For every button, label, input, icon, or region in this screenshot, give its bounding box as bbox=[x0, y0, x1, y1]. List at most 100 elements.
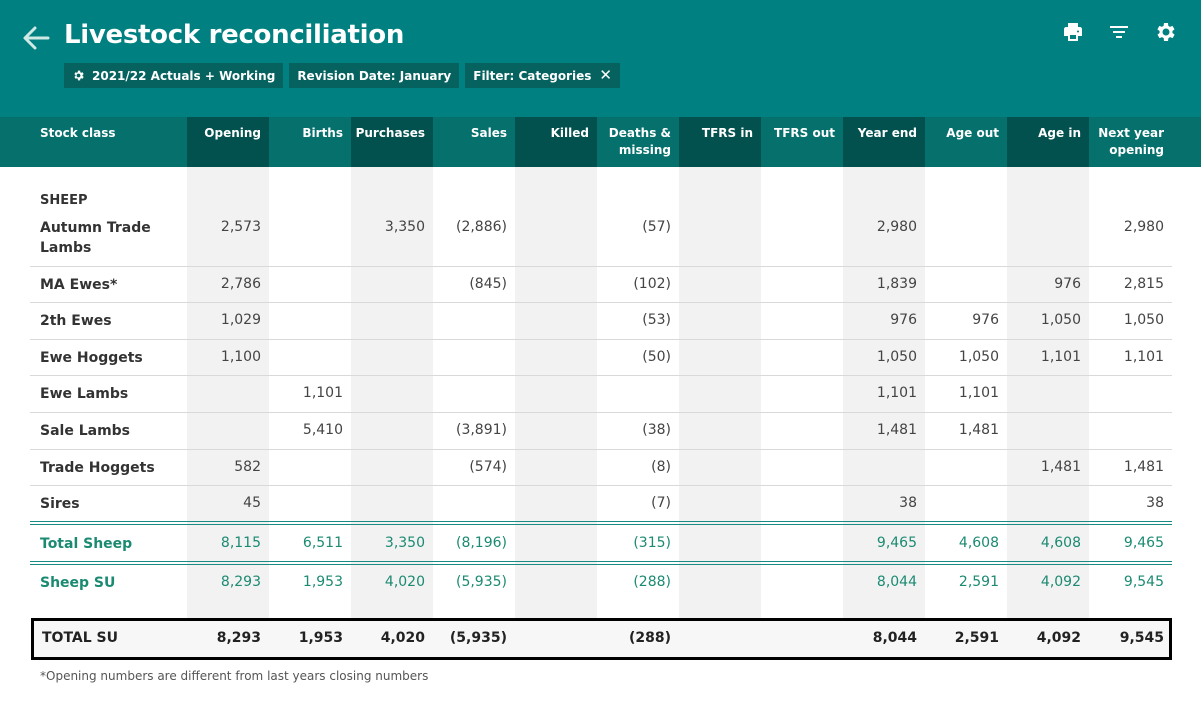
column-shade bbox=[351, 167, 433, 618]
column-shade bbox=[679, 117, 761, 167]
column-shade bbox=[843, 117, 925, 167]
table-cell-age_in: 4,608 bbox=[1040, 535, 1081, 551]
row-label-total-su: TOTAL SU bbox=[42, 630, 118, 646]
table-cell-opening: 2,786 bbox=[220, 276, 261, 292]
table-cell-purchases: 3,350 bbox=[384, 535, 425, 551]
revision-chip-label: Revision Date: January bbox=[297, 68, 452, 83]
column-shade bbox=[187, 117, 269, 167]
table-cell-sales: (8,196) bbox=[455, 535, 507, 551]
table-cell-next: 2,815 bbox=[1123, 276, 1164, 292]
row-label: Sale Lambs bbox=[40, 423, 131, 439]
total-divider bbox=[30, 561, 1172, 565]
scenario-chip-label: 2021/22 Actuals + Working bbox=[92, 68, 276, 83]
table-cell-births: 1,953 bbox=[302, 574, 343, 590]
row-label: Ewe Hoggets bbox=[40, 350, 143, 366]
column-shade bbox=[351, 117, 433, 167]
total-cell-age_in: 4,092 bbox=[1036, 630, 1081, 646]
table-cell-next: 9,465 bbox=[1123, 535, 1164, 551]
col-header-next-line2: opening bbox=[1109, 143, 1164, 157]
table-cell-age_in: 976 bbox=[1054, 276, 1081, 292]
filter-chip-label: Filter: Categories bbox=[473, 68, 592, 83]
table-cell-opening: 1,029 bbox=[220, 312, 261, 328]
table-cell-year_end: 38 bbox=[899, 495, 917, 511]
table-cell-deaths: (7) bbox=[651, 495, 671, 511]
column-shade bbox=[515, 167, 597, 618]
table-cell-opening: 45 bbox=[243, 495, 261, 511]
table-cell-age_in: 1,101 bbox=[1040, 349, 1081, 365]
col-header-year-end: Year end bbox=[857, 126, 917, 140]
col-header-age-out: Age out bbox=[946, 126, 999, 140]
column-shade bbox=[679, 167, 761, 618]
table-cell-next: 38 bbox=[1146, 495, 1164, 511]
gear-icon bbox=[74, 70, 84, 81]
table-cell-births: 1,101 bbox=[302, 385, 343, 401]
table-cell-age_out: 1,050 bbox=[958, 349, 999, 365]
table-cell-age_out: 1,101 bbox=[958, 385, 999, 401]
table-cell-deaths: (288) bbox=[633, 574, 671, 590]
table-cell-age_in: 4,092 bbox=[1040, 574, 1081, 590]
row-divider bbox=[30, 449, 1172, 450]
table-cell-year_end: 2,980 bbox=[876, 219, 917, 235]
table-cell-sales: (5,935) bbox=[455, 574, 507, 590]
row-divider bbox=[30, 302, 1172, 303]
table-cell-deaths: (57) bbox=[642, 219, 671, 235]
col-header-births: Births bbox=[302, 126, 343, 140]
section-label: SHEEP bbox=[40, 193, 88, 208]
table-cell-next: 9,545 bbox=[1123, 574, 1164, 590]
row-label-sheep-su: Sheep SU bbox=[40, 575, 116, 591]
table-cell-year_end: 1,839 bbox=[876, 276, 917, 292]
row-divider bbox=[30, 266, 1172, 267]
total-cell-deaths: (288) bbox=[628, 630, 671, 646]
col-header-deaths-line1: Deaths & bbox=[608, 126, 671, 140]
back-arrow-icon[interactable] bbox=[20, 22, 52, 54]
table-cell-deaths: (50) bbox=[642, 349, 671, 365]
column-shade bbox=[187, 167, 269, 618]
close-icon[interactable]: ✕ bbox=[599, 66, 612, 84]
table-cell-sales: (845) bbox=[469, 276, 507, 292]
row-label-total-sheep: Total Sheep bbox=[40, 536, 133, 552]
col-header-next-line1: Next year bbox=[1098, 126, 1164, 140]
gear-icon[interactable] bbox=[1153, 20, 1177, 44]
row-label: MA Ewes* bbox=[40, 277, 118, 293]
table-cell-opening: 8,115 bbox=[220, 535, 261, 551]
total-cell-purchases: 4,020 bbox=[380, 630, 425, 646]
total-divider bbox=[30, 521, 1172, 525]
scenario-chip[interactable]: 2021/22 Actuals + Working bbox=[64, 63, 284, 88]
column-shade bbox=[1007, 117, 1089, 167]
row-label-line1: Autumn Trade bbox=[40, 220, 151, 236]
table-cell-age_in: 1,481 bbox=[1040, 459, 1081, 475]
filter-chips: 2021/22 Actuals + Working Revision Date:… bbox=[64, 63, 620, 88]
total-cell-year_end: 8,044 bbox=[872, 630, 917, 646]
table-cell-year_end: 976 bbox=[890, 312, 917, 328]
toolbar bbox=[1061, 20, 1177, 44]
total-su-row bbox=[31, 618, 1172, 660]
table-cell-year_end: 1,050 bbox=[876, 349, 917, 365]
col-header-tfrs-out: TFRS out bbox=[774, 126, 835, 140]
column-shade bbox=[843, 167, 925, 618]
col-header-stock-class: Stock class bbox=[40, 126, 116, 140]
table-cell-opening: 2,573 bbox=[220, 219, 261, 235]
table-cell-age_out: 976 bbox=[972, 312, 999, 328]
filter-chip[interactable]: Filter: Categories ✕ bbox=[465, 63, 620, 88]
table-cell-deaths: (38) bbox=[642, 422, 671, 438]
print-icon[interactable] bbox=[1061, 20, 1085, 44]
table-cell-deaths: (315) bbox=[633, 535, 671, 551]
col-header-purchases: Purchases bbox=[355, 126, 425, 140]
table-cell-births: 5,410 bbox=[302, 422, 343, 438]
row-label: Autumn Trade Lambs bbox=[40, 218, 151, 258]
row-label-line2: Lambs bbox=[40, 240, 92, 256]
row-divider bbox=[30, 375, 1172, 376]
filter-icon[interactable] bbox=[1107, 20, 1131, 44]
column-shade bbox=[515, 117, 597, 167]
col-header-opening: Opening bbox=[204, 126, 261, 140]
row-label: Sires bbox=[40, 496, 80, 512]
revision-chip[interactable]: Revision Date: January bbox=[289, 63, 460, 88]
total-cell-births: 1,953 bbox=[298, 630, 343, 646]
table-cell-opening: 1,100 bbox=[220, 349, 261, 365]
table-cell-year_end: 9,465 bbox=[876, 535, 917, 551]
table-cell-age_out: 2,591 bbox=[958, 574, 999, 590]
footnote: *Opening numbers are different from last… bbox=[40, 669, 429, 683]
table-cell-sales: (2,886) bbox=[455, 219, 507, 235]
row-divider bbox=[30, 485, 1172, 486]
col-header-deaths-line2: missing bbox=[618, 143, 671, 157]
